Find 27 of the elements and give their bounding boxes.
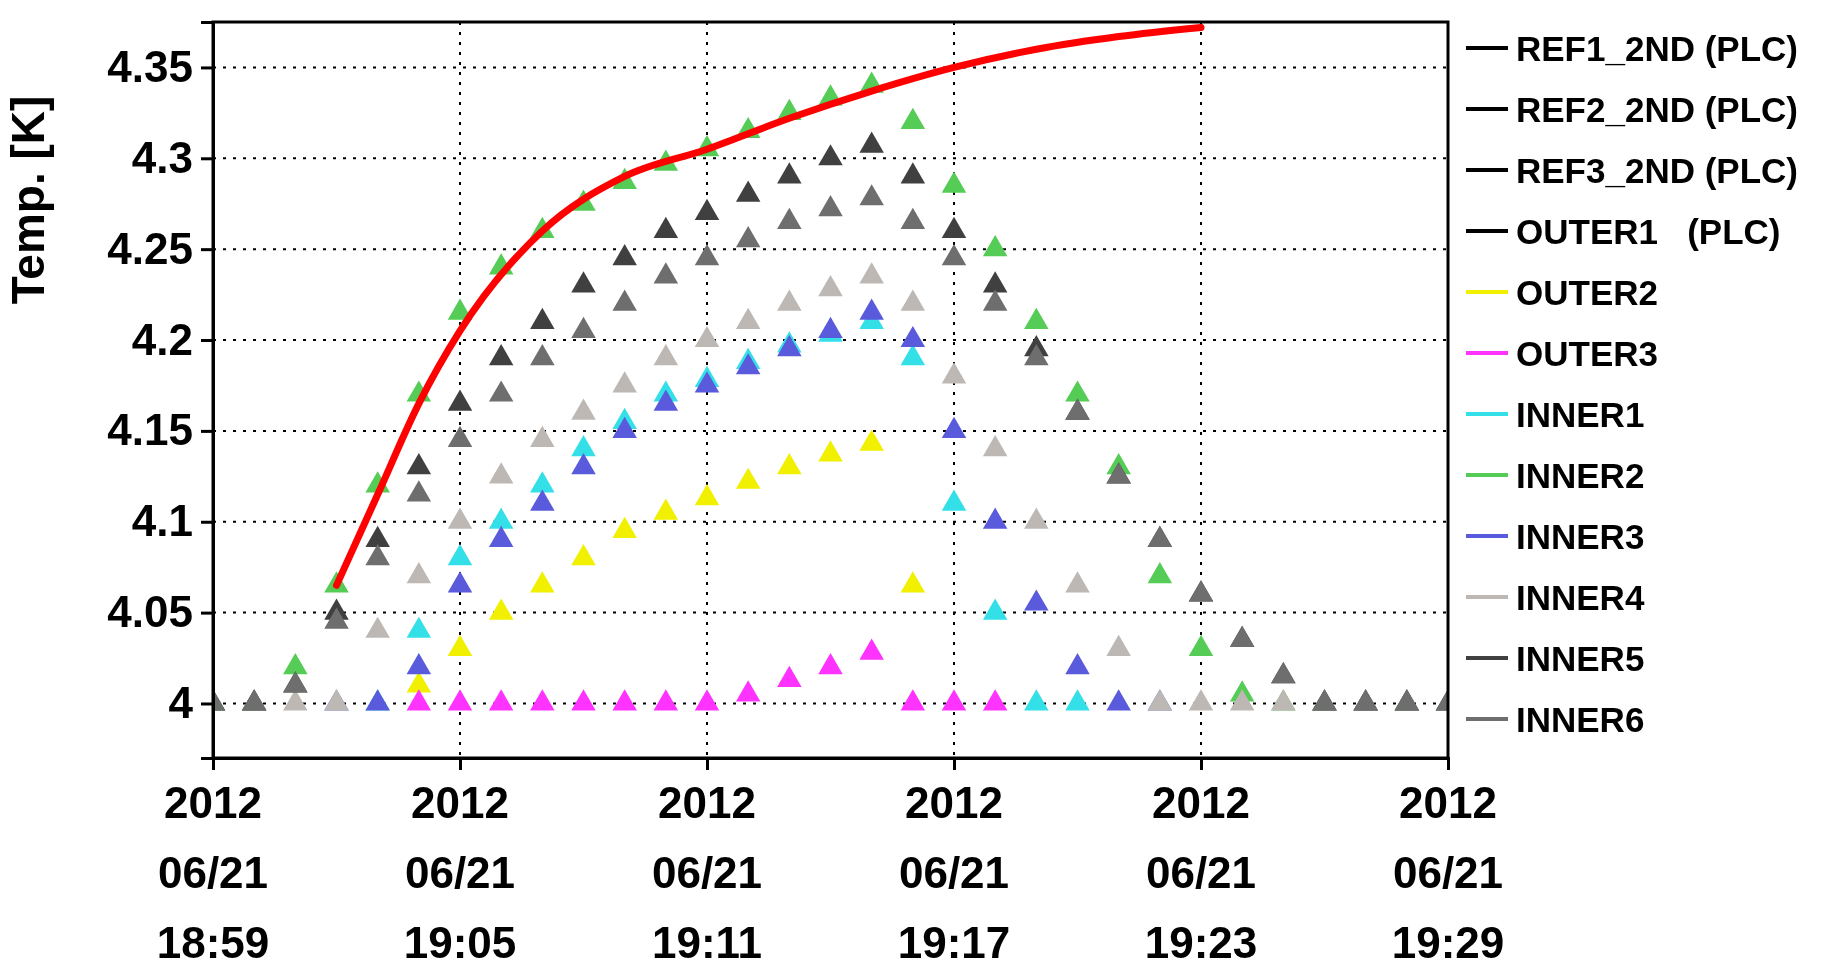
x-tick-label: 2012 06/21 19:11 (651, 778, 763, 966)
legend-label: INNER5 (1516, 638, 1645, 678)
x-tick-label: 2012 06/21 19:05 (403, 778, 517, 966)
x-tick-label: 2012 06/21 19:29 (1391, 778, 1505, 966)
legend-label: OUTER1 (PLC) (1516, 211, 1781, 251)
legend-label: INNER6 (1516, 699, 1645, 739)
legend-label: INNER3 (1516, 516, 1645, 556)
legend-label: INNER2 (1516, 455, 1645, 495)
legend-label: REF1_2ND (PLC) (1516, 28, 1798, 68)
y-tick-label: 4.25 (107, 223, 193, 273)
legend-label: OUTER2 (1516, 272, 1658, 312)
legend-label: INNER4 (1516, 577, 1645, 617)
legend-label: OUTER3 (1516, 333, 1658, 373)
y-tick-label: 4 (168, 678, 194, 728)
y-tick-label: 4.15 (107, 405, 193, 455)
y-axis-title: Temp. [K] (2, 95, 54, 305)
x-tick-label: 2012 06/21 19:17 (897, 778, 1011, 966)
legend-label: INNER1 (1516, 394, 1645, 434)
legend-label: REF3_2ND (PLC) (1516, 150, 1798, 190)
y-tick-label: 4.3 (131, 132, 193, 182)
y-tick-label: 4.1 (131, 496, 193, 546)
x-tick-label: 2012 06/21 18:59 (156, 778, 270, 966)
y-tick-label: 4.2 (131, 314, 193, 364)
y-tick-label: 4.05 (107, 587, 193, 637)
y-tick-label: 4.35 (107, 42, 193, 92)
x-tick-label: 2012 06/21 19:23 (1144, 778, 1258, 966)
legend-label: REF2_2ND (PLC) (1516, 89, 1798, 129)
